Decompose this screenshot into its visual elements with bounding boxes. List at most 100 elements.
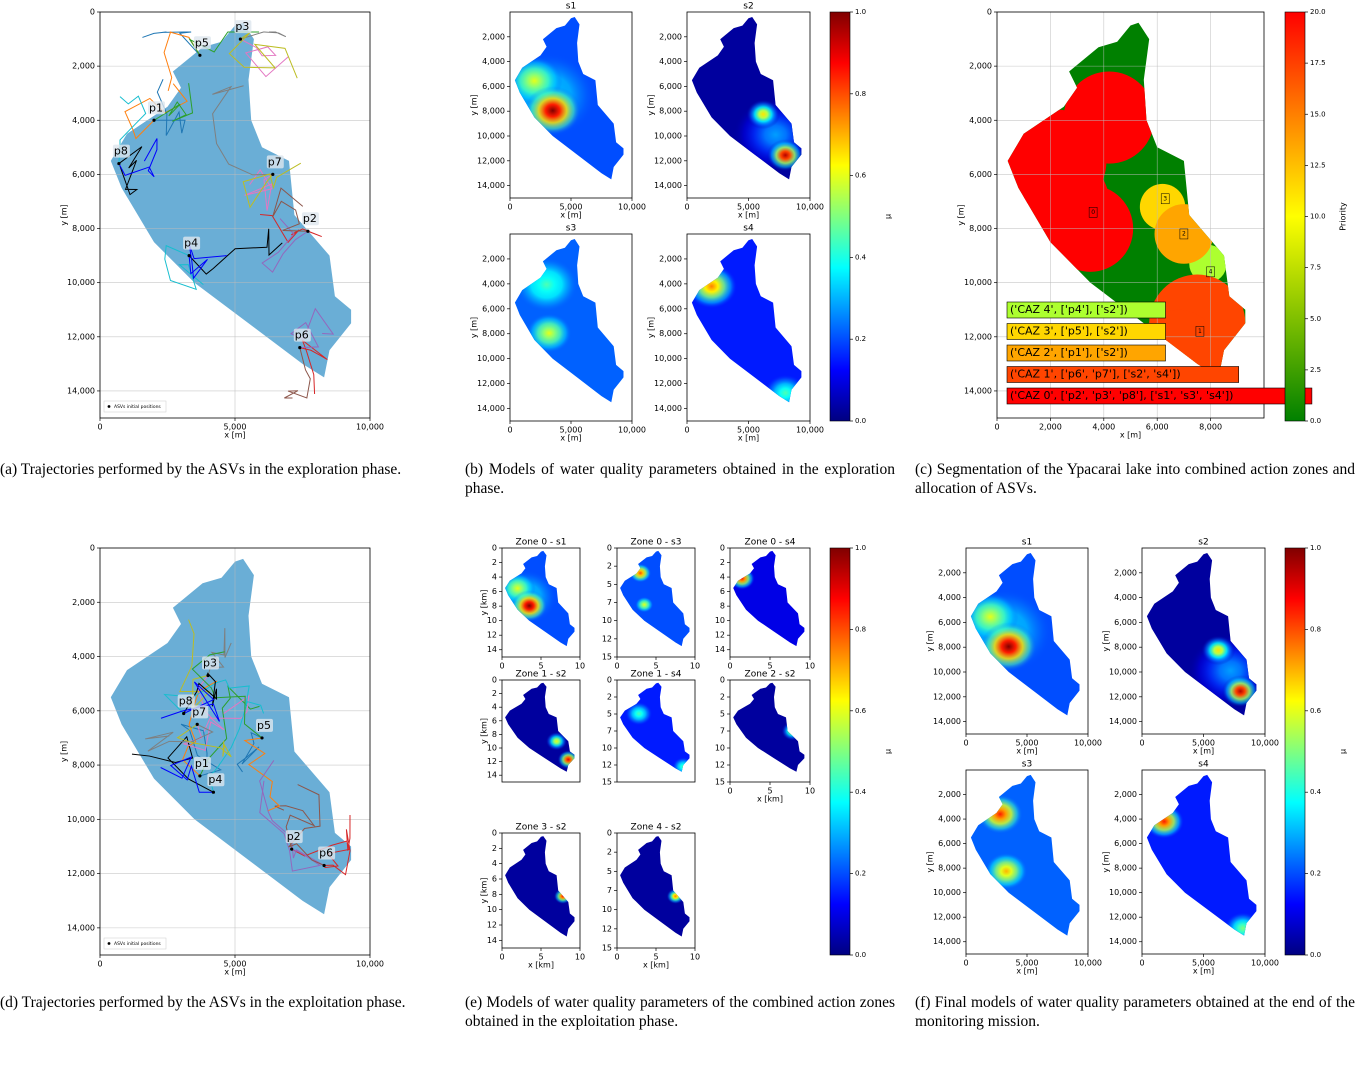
trajectory: [142, 31, 201, 56]
y-tick-label: 2: [607, 693, 612, 702]
y-tick-label: 8: [492, 730, 497, 739]
x-axis-label: x [m]: [1016, 967, 1037, 976]
point-label: p8: [179, 695, 193, 708]
point-label: p5: [257, 719, 271, 732]
colorbar: [1284, 547, 1306, 956]
y-tick-label: 14,000: [477, 404, 505, 413]
y-tick-label: 8: [492, 890, 497, 899]
heat-blob: [733, 567, 755, 590]
y-tick-label: 8,000: [482, 107, 505, 116]
y-tick-label: 6,000: [72, 706, 95, 715]
colorbar: [1284, 11, 1306, 422]
initial-position: [206, 673, 210, 678]
y-tick-label: 12: [487, 921, 497, 930]
trajectory: [118, 95, 147, 164]
y-tick-label: 6: [492, 716, 497, 725]
x-tick-label: 5,000: [1016, 739, 1039, 748]
x-tick-label: 5: [767, 662, 772, 671]
y-tick-label: 4,000: [72, 652, 95, 661]
x-tick-label: 10,000: [1251, 959, 1279, 968]
x-tick-label: 0: [614, 662, 619, 671]
x-tick-label: 10,000: [796, 426, 824, 435]
colorbar-tick-label: 0.8: [1310, 625, 1321, 633]
y-tick-label: 6,000: [938, 839, 961, 848]
caption: (e) Models of water quality parameters o…: [465, 994, 895, 1030]
y-tick-label: 2,000: [938, 568, 961, 577]
x-tick-label: 5,000: [1192, 959, 1215, 968]
y-tick-label: 0: [90, 8, 95, 17]
x-tick-label: 8,000: [1199, 423, 1222, 432]
legend-box: [103, 400, 167, 413]
heat-blob: [985, 852, 1028, 890]
x-tick-label: 10: [805, 662, 815, 671]
x-tick-label: 10,000: [1251, 739, 1279, 748]
initial-position: [195, 722, 199, 726]
x-tick-label: 10: [575, 953, 585, 962]
y-axis-label: y [m]: [926, 851, 935, 872]
initial-position: [298, 346, 302, 350]
x-axis-label: x [m]: [224, 968, 245, 977]
zone-label: 0: [1091, 209, 1095, 216]
y-tick-label: 0: [492, 676, 497, 685]
y-tick-label: 12: [602, 924, 612, 933]
subplot-title: s1: [566, 2, 576, 12]
trajectory: [291, 840, 351, 869]
point-label-box: [234, 20, 252, 34]
y-tick-label: 5: [607, 580, 612, 589]
legend-entry: ('CAZ 2', ['p1'], ['s2']): [1010, 346, 1128, 359]
y-tick-label: 14,000: [67, 923, 95, 932]
point-label: p5: [195, 36, 209, 49]
y-tick-label: 6: [492, 587, 497, 596]
y-tick-label: 12: [715, 761, 725, 770]
y-axis-label: y [m]: [647, 94, 656, 115]
colorbar-label: μ: [1339, 749, 1348, 754]
heatmap: [514, 239, 624, 403]
point-label: p1: [195, 757, 209, 770]
heat-blob: [511, 590, 548, 622]
x-tick-label: 0: [684, 203, 689, 212]
legend-entry: ('CAZ 3', ['p5'], ['s2']): [1010, 325, 1128, 338]
y-axis-label: y [m]: [470, 94, 479, 115]
trajectory: [145, 723, 214, 752]
y-tick-label: 2,000: [1114, 790, 1137, 799]
y-tick-label: 4: [720, 573, 725, 582]
initial-position: [152, 118, 156, 122]
trajectory: [242, 162, 302, 209]
x-tick-label: 0: [97, 423, 102, 432]
zone-area: [1023, 158, 1110, 245]
y-tick-label: 12,000: [1109, 692, 1137, 701]
colorbar-tick-label: 1.0: [1310, 544, 1321, 552]
y-tick-label: 0: [987, 8, 992, 17]
y-tick-label: 6,000: [72, 170, 95, 179]
point-label-box: [193, 756, 211, 770]
y-tick-label: 7: [607, 727, 612, 736]
colorbar-tick-label: 0.0: [855, 417, 866, 425]
heatmap: [620, 836, 690, 937]
trajectory: [212, 85, 273, 176]
zone-label-box: [1088, 207, 1098, 218]
trajectory: [160, 756, 214, 793]
heat-blob: [635, 596, 654, 613]
x-tick-label: 0: [727, 662, 732, 671]
y-tick-label: 0: [607, 676, 612, 685]
colorbar-tick-label: 0.6: [1310, 707, 1322, 715]
subplot-title: Zone 0 - s3: [631, 538, 682, 548]
heat-blob: [1222, 675, 1257, 708]
heatmap: [970, 774, 1080, 936]
y-tick-label: 8,000: [72, 761, 95, 770]
initial-position: [260, 736, 264, 740]
x-axis-label: x [m]: [738, 434, 759, 443]
caption: (a) Trajectories performed by the ASVs i…: [0, 461, 402, 478]
trajectory: [182, 680, 218, 777]
colorbar-tick-label: 0.2: [855, 335, 866, 343]
heatmap-base: [505, 836, 575, 937]
zone-label-box: [1179, 228, 1189, 240]
heatmap-base: [620, 836, 690, 937]
y-tick-label: 10,000: [654, 354, 682, 363]
x-tick-label: 6,000: [1146, 423, 1169, 432]
trajectory: [284, 347, 311, 399]
initial-position: [117, 161, 121, 166]
colorbar: [829, 11, 851, 422]
y-tick-label: 12: [715, 631, 725, 640]
subplot-title: Zone 2 - s2: [745, 670, 796, 680]
